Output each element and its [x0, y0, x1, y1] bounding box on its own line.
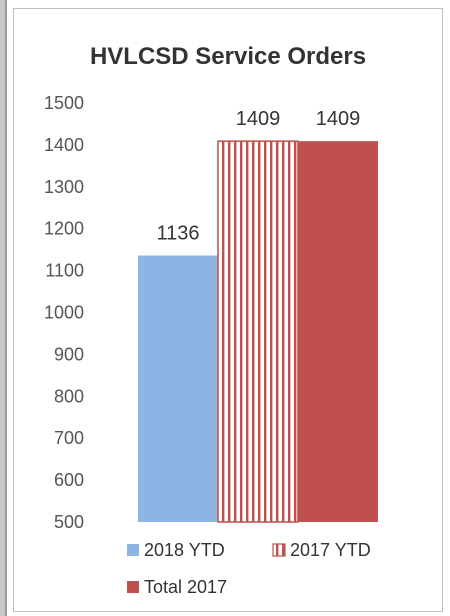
y-tick-label: 700 [54, 428, 84, 448]
left-edge-divider [0, 0, 7, 616]
y-tick-label: 600 [54, 470, 84, 490]
y-tick-label: 1100 [45, 261, 84, 281]
data-labels-group: 1136 1409 1409 [156, 108, 360, 244]
legend-label: 2017 YTD [290, 540, 371, 560]
bars-group [138, 140, 378, 523]
bar-total-2017 [298, 141, 378, 522]
bar-2018-ytd [138, 255, 218, 523]
chart-title: HVLCSD Service Orders [89, 43, 367, 70]
y-axis: 500 600 700 800 900 1000 1100 1200 1300 1400 1500 [44, 93, 84, 532]
bar-2017-ytd [217, 140, 299, 523]
y-tick-label: 1200 [44, 219, 84, 239]
data-label: 1409 [316, 108, 361, 130]
y-tick-label: 900 [54, 344, 84, 364]
data-label: 1409 [236, 108, 281, 130]
legend-item-2017-ytd: 2017 YTD [272, 540, 371, 560]
legend-swatch [127, 544, 139, 556]
y-tick-label: 800 [54, 386, 84, 406]
y-tick-label: 1300 [44, 177, 84, 197]
y-tick-label: 1400 [44, 135, 84, 155]
y-tick-label: 1000 [44, 303, 84, 323]
legend-swatch [127, 581, 139, 593]
y-tick-label: 1500 [44, 93, 84, 113]
legend-label: Total 2017 [144, 577, 227, 597]
y-tick-label: 500 [54, 512, 84, 532]
legend-label: 2018 YTD [144, 540, 225, 560]
legend-item-2018-ytd: 2018 YTD [127, 540, 225, 560]
legend: 2018 YTD 2017 YTD Total 2017 [127, 540, 371, 597]
data-label: 1136 [156, 223, 199, 245]
legend-item-total-2017: Total 2017 [127, 577, 227, 597]
legend-swatch [272, 543, 286, 557]
